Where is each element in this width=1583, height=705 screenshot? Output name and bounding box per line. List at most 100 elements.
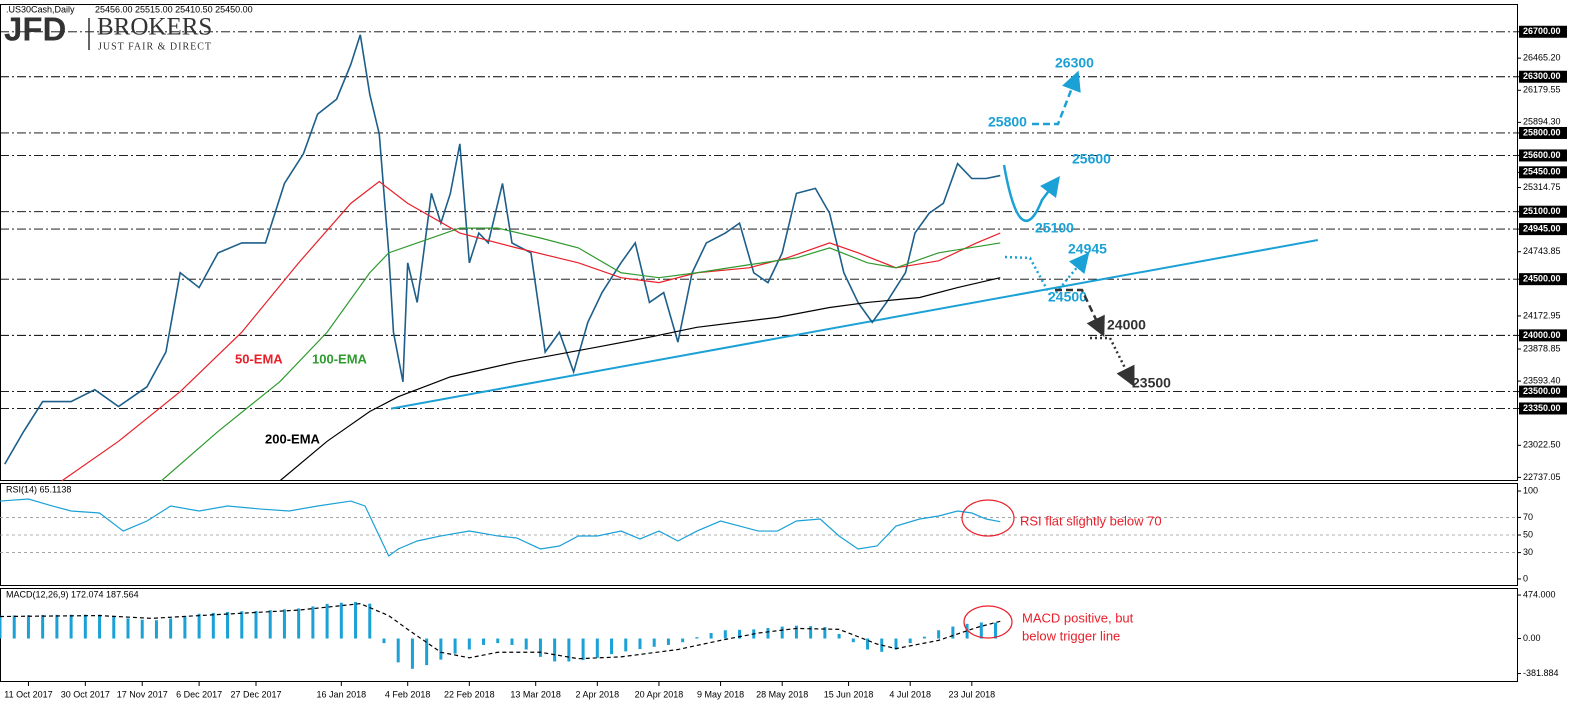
price-box xyxy=(1519,273,1567,286)
y-tick-label: 0.00 xyxy=(1523,633,1541,643)
x-tick-label: 4 Jul 2018 xyxy=(889,689,931,699)
x-tick-label: 27 Dec 2017 xyxy=(230,689,281,699)
x-tick-label: 11 Oct 2017 xyxy=(4,689,52,699)
series-line xyxy=(61,180,1001,481)
price-box xyxy=(1519,385,1567,398)
histogram-bar xyxy=(866,638,870,650)
histogram-bar xyxy=(567,638,571,662)
histogram-bar xyxy=(410,638,414,669)
y-tick-label: 23022.50 xyxy=(1523,440,1561,450)
y-tick-label: 23878.85 xyxy=(1523,343,1561,353)
scenario-label: 25600 xyxy=(1072,151,1111,167)
histogram-bar xyxy=(595,638,599,658)
annotation: RSI flat slightly below 70 xyxy=(1020,513,1162,528)
price-box xyxy=(1519,126,1567,139)
histogram-bar xyxy=(439,638,443,660)
scenario-arrow xyxy=(1002,164,1060,223)
histogram-bar xyxy=(951,626,955,639)
price-box xyxy=(1519,70,1567,83)
histogram-bar xyxy=(55,614,59,639)
price-box xyxy=(1519,166,1567,179)
histogram-bar xyxy=(368,603,372,639)
histogram-bar xyxy=(396,638,400,663)
annotation: MACD positive, but xyxy=(1022,610,1134,625)
price-box xyxy=(1519,149,1567,162)
histogram-bar xyxy=(979,622,983,639)
x-tick-label: 2 Apr 2018 xyxy=(576,689,620,699)
histogram-bar xyxy=(140,619,144,639)
series-line xyxy=(4,34,1001,465)
annotation: below trigger line xyxy=(1022,628,1120,643)
histogram-bar xyxy=(311,606,315,639)
histogram-bar xyxy=(709,633,713,639)
x-tick-label: 30 Oct 2017 xyxy=(61,689,110,699)
price-box xyxy=(1519,205,1567,218)
scenario-label: 25100 xyxy=(1035,220,1074,236)
histogram-bar xyxy=(183,616,187,639)
y-tick-label: 25450.00 xyxy=(1523,167,1561,177)
histogram-bar xyxy=(937,630,941,639)
histogram-bar xyxy=(922,636,926,639)
histogram-bar xyxy=(581,638,585,661)
y-tick-label: 26465.20 xyxy=(1523,53,1561,63)
y-tick-label: 24172.95 xyxy=(1523,310,1561,320)
histogram-bar xyxy=(666,638,670,645)
histogram-bar xyxy=(482,638,486,645)
histogram-bar xyxy=(624,638,628,652)
y-tick-label: 0 xyxy=(1523,573,1528,583)
x-tick-label: 15 Jun 2018 xyxy=(824,689,874,699)
y-tick-label: 25314.75 xyxy=(1523,182,1561,192)
ohlc: 25456.00 25515.00 25410.50 25450.00 xyxy=(95,4,253,14)
histogram-bar xyxy=(652,638,656,647)
histogram-bar xyxy=(12,615,16,639)
x-tick-label: 22 Feb 2018 xyxy=(444,689,495,699)
y-tick-label: 26179.55 xyxy=(1523,85,1561,95)
scenario-label: 23500 xyxy=(1132,375,1171,391)
x-tick-label: 4 Feb 2018 xyxy=(385,689,431,699)
y-tick-label: 24000.00 xyxy=(1523,330,1561,340)
price-panel xyxy=(0,4,1518,481)
histogram-bar xyxy=(98,614,102,639)
price-box xyxy=(1519,25,1567,38)
y-tick-label: 70 xyxy=(1523,512,1533,522)
y-tick-label: 25100.00 xyxy=(1523,206,1561,216)
logo-tagline: JUST FAIR & DIRECT xyxy=(98,41,212,52)
price-box xyxy=(1519,223,1567,236)
histogram-bar xyxy=(723,630,727,639)
logo-brand: BROKERS xyxy=(97,14,212,41)
plot xyxy=(0,602,1001,669)
histogram-bar xyxy=(467,638,471,650)
histogram-bar xyxy=(524,638,528,650)
y-tick-label: 22737.05 xyxy=(1523,472,1561,482)
histogram-bar xyxy=(794,625,798,639)
histogram-bar xyxy=(738,629,742,639)
histogram-bar xyxy=(809,626,813,639)
histogram-bar xyxy=(382,638,386,644)
x-tick-label: 17 Nov 2017 xyxy=(117,689,168,699)
price-box xyxy=(1519,402,1567,415)
series-line xyxy=(279,277,1001,481)
rsi-title: RSI(14) 65.1138 xyxy=(6,484,71,494)
trendline xyxy=(390,239,1319,410)
histogram-bar xyxy=(226,611,230,639)
plot xyxy=(0,498,1517,557)
y-tick-label: 25894.30 xyxy=(1523,117,1561,127)
histogram-bar xyxy=(169,618,173,639)
y-tick-label: 26300.00 xyxy=(1523,71,1561,81)
histogram-bar xyxy=(994,622,998,639)
ema-label: 50-EMA xyxy=(235,351,283,366)
histogram-bar xyxy=(297,608,301,639)
x-tick-label: 28 May 2018 xyxy=(756,689,808,699)
histogram-bar xyxy=(211,612,215,639)
histogram-bar xyxy=(26,615,30,639)
histogram-bar xyxy=(112,616,116,639)
highlight-circle xyxy=(963,605,1013,639)
histogram-bar xyxy=(197,613,201,639)
highlight-circle xyxy=(961,499,1015,537)
scenario-arrow xyxy=(1090,336,1135,387)
histogram-bar xyxy=(965,623,969,639)
scenario-arrow xyxy=(1055,288,1105,338)
scenario-label: 26300 xyxy=(1055,55,1094,71)
